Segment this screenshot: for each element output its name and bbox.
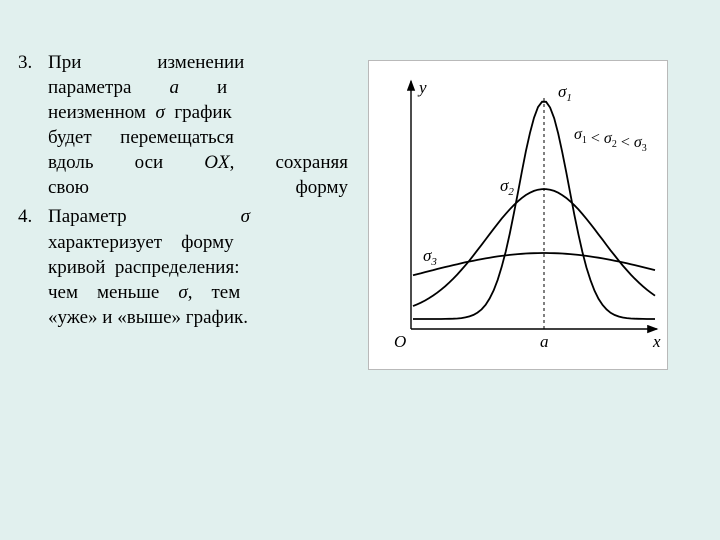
- x-axis-label: x: [652, 332, 661, 351]
- item-number: 3.: [18, 50, 48, 200]
- item-body: При изменениипараметра a инеизменном σ г…: [48, 50, 348, 200]
- text-line: свою форму: [48, 175, 348, 200]
- text-line: характеризует форму: [48, 230, 348, 255]
- text-column: 3.При изменениипараметра a инеизменном σ…: [18, 50, 348, 510]
- chart-container: y x Oa σ1 σ2 σ3 σ1 < σ2 < σ3: [368, 60, 668, 370]
- list-item: 3.При изменениипараметра a инеизменном σ…: [18, 50, 348, 200]
- item-body: Параметр σхарактеризует формукривой расп…: [48, 204, 348, 329]
- sigma2-label: σ2: [500, 176, 514, 198]
- sigma1-label: σ1: [558, 82, 572, 104]
- chart-column: y x Oa σ1 σ2 σ3 σ1 < σ2 < σ3: [348, 50, 690, 510]
- text-line: неизменном σ график: [48, 100, 348, 125]
- sigma3-label: σ3: [423, 246, 437, 268]
- item-number: 4.: [18, 204, 48, 329]
- origin-label: O: [394, 332, 406, 351]
- mean-label: a: [540, 332, 549, 351]
- text-line: параметра a и: [48, 75, 348, 100]
- curve-sigma2: [413, 189, 655, 306]
- distribution-chart: y x Oa σ1 σ2 σ3 σ1 < σ2 < σ3: [369, 61, 669, 371]
- ordered-list: 3.При изменениипараметра a инеизменном σ…: [18, 50, 348, 334]
- text-line: «уже» и «выше» график.: [48, 305, 348, 330]
- text-line: будет перемещаться: [48, 125, 348, 150]
- list-item: 4.Параметр σхарактеризует формукривой ра…: [18, 204, 348, 329]
- y-axis-label: y: [417, 78, 427, 97]
- curve-sigma3: [413, 253, 655, 275]
- text-line: Параметр σ: [48, 204, 348, 229]
- text-line: чем меньше σ, тем: [48, 280, 348, 305]
- text-line: кривой распределения:: [48, 255, 348, 280]
- page-root: 3.При изменениипараметра a инеизменном σ…: [0, 0, 720, 540]
- text-line: вдоль оси OX, сохраняя: [48, 150, 348, 175]
- text-line: При изменении: [48, 50, 348, 75]
- inequality-label: σ1 < σ2 < σ3: [574, 126, 647, 154]
